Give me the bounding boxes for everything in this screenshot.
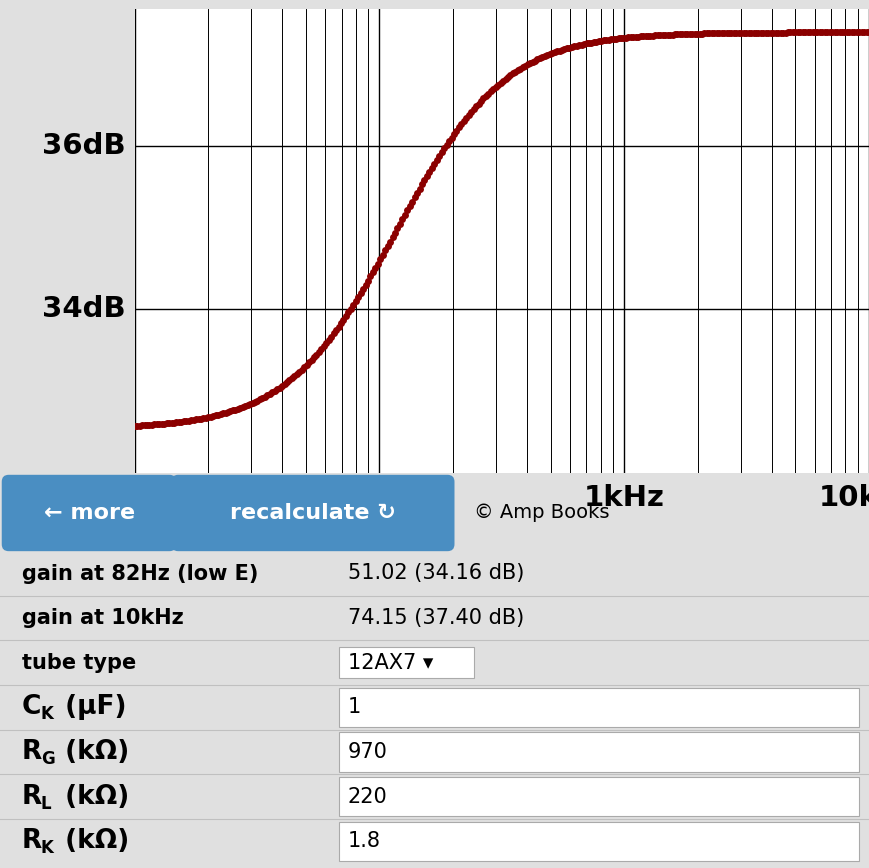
Text: 51.02 (34.16 dB): 51.02 (34.16 dB) [348, 563, 524, 583]
Text: 12AX7 ▾: 12AX7 ▾ [348, 653, 433, 673]
Text: gain at 82Hz (low E): gain at 82Hz (low E) [22, 563, 258, 583]
Text: ← more: ← more [43, 503, 135, 523]
Text: (kΩ): (kΩ) [56, 784, 129, 810]
Text: © Amp Books: © Amp Books [474, 503, 609, 523]
Text: L: L [41, 794, 51, 812]
Text: (μF): (μF) [56, 694, 127, 720]
Text: tube type: tube type [22, 653, 136, 673]
Text: 970: 970 [348, 742, 388, 762]
Text: (kΩ): (kΩ) [56, 739, 129, 765]
Text: K: K [41, 839, 54, 858]
Text: G: G [41, 750, 55, 768]
Text: 1: 1 [348, 697, 361, 718]
Text: 34dB: 34dB [43, 295, 126, 324]
Text: C: C [22, 694, 41, 720]
Text: R: R [22, 828, 42, 854]
Text: K: K [41, 706, 54, 723]
Text: (kΩ): (kΩ) [56, 828, 129, 854]
Text: 1.8: 1.8 [348, 832, 381, 852]
Text: R: R [22, 739, 42, 765]
Text: recalculate ↻: recalculate ↻ [230, 503, 395, 523]
Text: 36dB: 36dB [43, 133, 126, 161]
Text: 74.15 (37.40 dB): 74.15 (37.40 dB) [348, 608, 524, 628]
Text: R: R [22, 784, 42, 810]
Text: gain at 10kHz: gain at 10kHz [22, 608, 183, 628]
Text: 220: 220 [348, 786, 388, 806]
